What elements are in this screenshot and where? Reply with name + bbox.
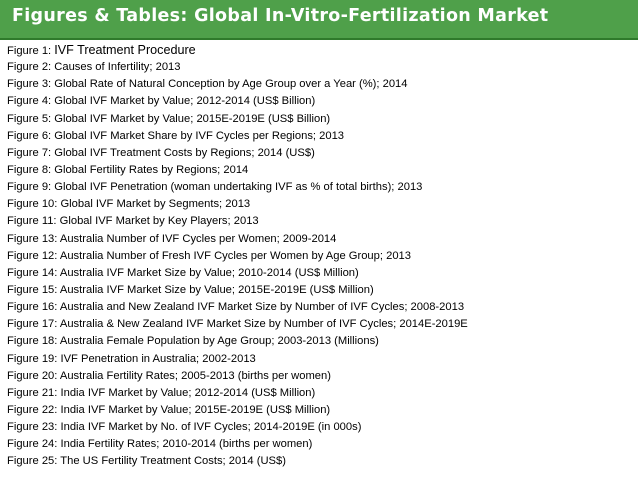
figure-title: Causes of Infertility; 2013 — [54, 61, 181, 74]
page-title: Figures & Tables: Global In-Vitro-Fertil… — [12, 6, 549, 26]
figure-title: Australia Fertility Rates; 2005-2013 (bi… — [59, 369, 331, 382]
figure-label: Figure 8: — [7, 163, 52, 176]
figure-label: Figure 19: — [7, 352, 58, 365]
figure-label: Figure 7: — [7, 146, 52, 159]
list-item: Figure 19: IVF Penetration in Australia;… — [7, 351, 632, 368]
figure-label: Figure 15: — [7, 283, 58, 296]
figure-title: Australia Female Population by Age Group… — [59, 335, 379, 348]
figure-title: Australia IVF Market Size by Value; 2015… — [59, 283, 374, 296]
figure-title: IVF Penetration in Australia; 2002-2013 — [60, 352, 256, 365]
figure-title: Global Fertility Rates by Regions; 2014 — [54, 163, 249, 176]
list-item: Figure 9: Global IVF Penetration (woman … — [7, 179, 632, 196]
list-item: Figure 17: Australia & New Zealand IVF M… — [7, 316, 632, 333]
figure-label: Figure 21: — [7, 386, 58, 399]
figure-title: Australia Number of Fresh IVF Cycles per… — [59, 249, 411, 262]
figure-label: Figure 20: — [7, 369, 58, 382]
figure-title: Australia Number of IVF Cycles per Women… — [59, 232, 337, 245]
figure-label: Figure 2: — [7, 61, 52, 74]
figure-title: Global IVF Market by Key Players; 2013 — [59, 215, 259, 228]
list-item: Figure 22: India IVF Market by Value; 20… — [7, 402, 632, 419]
figure-label: Figure 11: — [7, 215, 57, 228]
list-item: Figure 15: Australia IVF Market Size by … — [7, 282, 632, 299]
figure-label: Figure 22: — [7, 403, 58, 416]
list-item: Figure 5: Global IVF Market by Value; 20… — [7, 111, 632, 128]
list-item: Figure 1: IVF Treatment Procedure — [7, 42, 632, 59]
list-item: Figure 7: Global IVF Treatment Costs by … — [7, 145, 632, 162]
figure-title: Global IVF Treatment Costs by Regions; 2… — [54, 146, 315, 159]
list-item: Figure 14: Australia IVF Market Size by … — [7, 265, 632, 282]
figure-label: Figure 14: — [7, 266, 58, 279]
list-item: Figure 13: Australia Number of IVF Cycle… — [7, 231, 632, 248]
list-item: Figure 3: Global Rate of Natural Concept… — [7, 76, 632, 93]
figure-title: Australia IVF Market Size by Value; 2010… — [59, 266, 359, 279]
figure-title: Global IVF Market Share by IVF Cycles pe… — [54, 129, 345, 142]
figure-title: The US Fertility Treatment Costs; 2014 (… — [60, 455, 286, 468]
figure-label: Figure 9: — [7, 181, 52, 194]
figure-title: India IVF Market by No. of IVF Cycles; 2… — [60, 421, 362, 434]
figure-label: Figure 4: — [7, 95, 52, 108]
list-item: Figure 6: Global IVF Market Share by IVF… — [7, 128, 632, 145]
figure-label: Figure 16: — [7, 301, 58, 314]
figure-label: Figure 13: — [7, 232, 58, 245]
figure-label: Figure 6: — [7, 129, 52, 142]
figure-label: Figure 18: — [7, 335, 58, 348]
figure-label: Figure 23: — [7, 421, 58, 434]
list-item: Figure 8: Global Fertility Rates by Regi… — [7, 162, 632, 179]
figure-title: Australia & New Zealand IVF Market Size … — [59, 318, 468, 331]
list-item: Figure 24: India Fertility Rates; 2010-2… — [7, 436, 632, 453]
title-banner: Figures & Tables: Global In-Vitro-Fertil… — [0, 0, 638, 40]
list-item: Figure 23: India IVF Market by No. of IV… — [7, 419, 632, 436]
figure-title: Global Rate of Natural Conception by Age… — [54, 78, 408, 91]
figure-title: Global IVF Market by Value; 2012-2014 (U… — [54, 95, 316, 108]
figure-label: Figure 12: — [7, 249, 58, 262]
figure-title: India Fertility Rates; 2010-2014 (births… — [60, 438, 313, 451]
figure-title: Global IVF Penetration (woman undertakin… — [54, 181, 423, 194]
figure-title: India IVF Market by Value; 2015E-2019E (… — [60, 403, 331, 416]
list-item: Figure 21: India IVF Market by Value; 20… — [7, 385, 632, 402]
figure-title: IVF Treatment Procedure — [54, 43, 196, 57]
figure-label: Figure 25: — [7, 455, 58, 468]
figure-title: Global IVF Market by Value; 2015E-2019E … — [54, 112, 331, 125]
figure-label: Figure 17: — [7, 318, 58, 331]
list-item: Figure 2: Causes of Infertility; 2013 — [7, 59, 632, 76]
figure-label: Figure 10: — [7, 198, 58, 211]
figure-title: Australia and New Zealand IVF Market Siz… — [59, 301, 465, 314]
figure-title: India IVF Market by Value; 2012-2014 (US… — [60, 386, 316, 399]
list-item: Figure 25: The US Fertility Treatment Co… — [7, 453, 632, 470]
figure-label: Figure 1: — [7, 45, 52, 57]
list-item: Figure 12: Australia Number of Fresh IVF… — [7, 248, 632, 265]
list-item: Figure 4: Global IVF Market by Value; 20… — [7, 93, 632, 110]
figure-title: Global IVF Market by Segments; 2013 — [60, 198, 251, 211]
list-item: Figure 10: Global IVF Market by Segments… — [7, 196, 632, 213]
figure-list: Figure 1: IVF Treatment Procedure Figure… — [7, 42, 632, 471]
figure-label: Figure 5: — [7, 112, 52, 125]
figure-label: Figure 3: — [7, 78, 52, 91]
list-item: Figure 11: Global IVF Market by Key Play… — [7, 213, 632, 230]
list-item: Figure 16: Australia and New Zealand IVF… — [7, 299, 632, 316]
list-item: Figure 20: Australia Fertility Rates; 20… — [7, 368, 632, 385]
figure-label: Figure 24: — [7, 438, 58, 451]
list-item: Figure 18: Australia Female Population b… — [7, 333, 632, 350]
